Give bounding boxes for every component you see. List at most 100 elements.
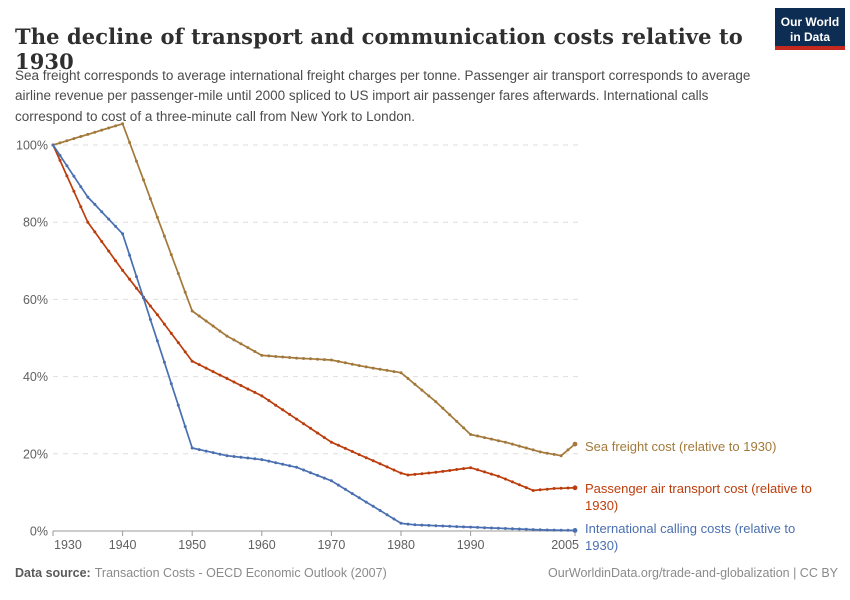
data-point: [162, 360, 166, 364]
data-point: [246, 346, 250, 350]
data-point: [364, 500, 368, 504]
data-point: [155, 339, 159, 343]
y-tick-label: 20%: [23, 447, 48, 461]
data-point: [93, 202, 97, 206]
data-point: [378, 367, 382, 371]
data-point: [218, 452, 222, 456]
data-point: [503, 527, 507, 530]
data-point: [253, 350, 257, 353]
data-point: [490, 472, 493, 476]
data-point: [51, 143, 55, 147]
data-point: [246, 387, 250, 391]
data-point: [364, 365, 368, 369]
data-point: [364, 456, 368, 460]
data-point: [288, 356, 292, 359]
series-label-2: International calling costs (relative to…: [585, 520, 847, 554]
data-point: [441, 524, 445, 528]
data-point: [538, 528, 542, 532]
data-point: [378, 462, 382, 466]
data-point: [225, 454, 229, 458]
data-point: [441, 406, 445, 410]
data-point: [316, 431, 319, 435]
data-point: [309, 357, 312, 361]
data-point: [566, 448, 570, 452]
data-point: [517, 444, 521, 448]
data-point: [79, 205, 83, 209]
data-point: [531, 489, 535, 492]
data-point: [79, 185, 83, 189]
data-point: [329, 479, 333, 483]
series-line-0: [52, 122, 576, 457]
data-point: [420, 388, 424, 392]
data-point: [190, 359, 194, 363]
data-point: [148, 197, 152, 201]
x-tick-label: 1940: [109, 538, 137, 552]
data-point: [572, 528, 578, 533]
data-point: [204, 319, 208, 323]
data-point: [148, 304, 152, 308]
data-point: [350, 362, 354, 366]
data-point: [566, 486, 570, 490]
data-point: [316, 473, 319, 477]
data-point: [524, 527, 528, 531]
data-point: [434, 524, 438, 528]
data-point: [329, 358, 333, 362]
data-point: [406, 473, 410, 477]
data-point: [490, 437, 493, 441]
data-point: [260, 353, 264, 357]
data-point: [406, 377, 410, 380]
data-point: [469, 433, 473, 436]
data-point: [128, 253, 132, 257]
data-source-label: Data source:: [15, 566, 91, 580]
data-point: [197, 363, 201, 367]
data-point: [517, 527, 521, 531]
data-point: [135, 286, 138, 290]
data-point: [135, 275, 138, 279]
data-point: [448, 469, 452, 472]
data-point: [517, 483, 521, 487]
data-point: [65, 164, 69, 168]
data-point: [260, 394, 264, 398]
data-point: [100, 128, 104, 132]
y-tick-label: 40%: [23, 370, 48, 384]
data-point: [469, 525, 473, 529]
data-point: [183, 350, 187, 354]
data-point: [204, 366, 208, 370]
data-point: [232, 455, 236, 458]
data-point: [86, 220, 90, 224]
data-point: [476, 525, 480, 529]
data-point: [232, 338, 236, 342]
data-point: [232, 380, 236, 384]
data-point: [524, 486, 528, 490]
x-tick-label: 2005: [551, 538, 579, 552]
data-point: [322, 476, 326, 480]
data-point: [107, 126, 111, 130]
data-point: [496, 474, 500, 478]
data-point: [142, 178, 145, 182]
data-point: [399, 471, 403, 475]
data-point: [572, 441, 578, 447]
data-point: [503, 440, 507, 444]
data-point: [100, 240, 104, 243]
data-point: [448, 413, 452, 417]
data-point: [114, 224, 118, 228]
data-point: [274, 355, 278, 358]
data-point: [302, 468, 306, 472]
data-point: [490, 526, 493, 530]
data-point: [190, 446, 194, 450]
data-point: [545, 451, 549, 455]
data-point: [427, 394, 431, 398]
data-point: [86, 195, 90, 199]
data-point: [350, 492, 354, 496]
owid-logo-line2: in Data: [789, 30, 830, 44]
data-point: [128, 141, 132, 144]
data-point: [274, 461, 278, 465]
x-tick-label: 1970: [317, 538, 345, 552]
data-point: [496, 439, 500, 443]
data-point: [114, 124, 118, 128]
data-point: [72, 174, 76, 178]
data-point: [288, 412, 292, 416]
series-line-2: [52, 144, 576, 532]
data-point: [155, 313, 159, 317]
